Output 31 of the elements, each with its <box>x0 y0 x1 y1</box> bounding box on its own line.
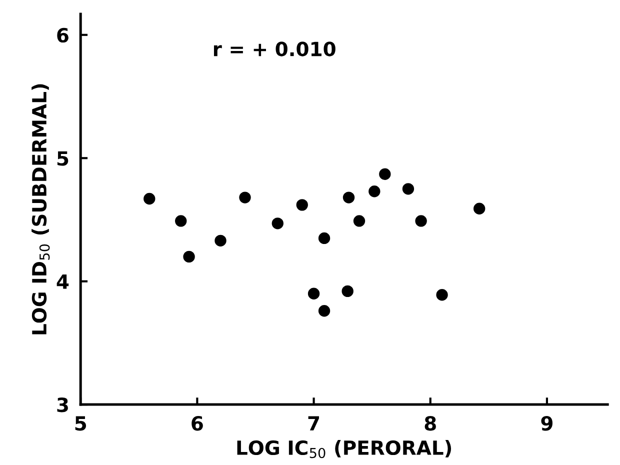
point <box>308 288 320 300</box>
x-tick-label: 8 <box>424 416 436 431</box>
point <box>144 192 156 205</box>
point <box>183 250 195 263</box>
x-tick-label: 5 <box>75 416 86 431</box>
point <box>402 183 414 195</box>
point <box>474 202 486 214</box>
point <box>342 285 354 298</box>
point <box>318 305 330 317</box>
point <box>296 199 308 211</box>
x-tick-label: 7 <box>308 416 320 430</box>
point <box>214 234 226 247</box>
y-tick-label: 5 <box>57 151 68 166</box>
x-tick-label: 9 <box>541 416 552 431</box>
point <box>436 289 448 301</box>
point <box>353 215 366 227</box>
annotation: r = + 0.010 <box>214 42 336 56</box>
y-axis-title: LOG ID$_{50}$ (SUBDERMAL) <box>32 84 50 334</box>
point <box>415 215 427 227</box>
y-tick-label: 6 <box>57 28 68 43</box>
point <box>379 168 391 180</box>
point <box>368 186 380 198</box>
point <box>272 218 284 230</box>
y-tick-label: 4 <box>56 274 69 289</box>
point <box>239 192 251 204</box>
y-tick-label: 3 <box>57 398 68 412</box>
x-axis-title: LOG IC$_{50}$ (PERORAL) <box>237 440 452 458</box>
point <box>318 232 330 244</box>
point <box>342 192 355 204</box>
x-tick-label: 6 <box>192 416 203 431</box>
point <box>175 215 187 227</box>
